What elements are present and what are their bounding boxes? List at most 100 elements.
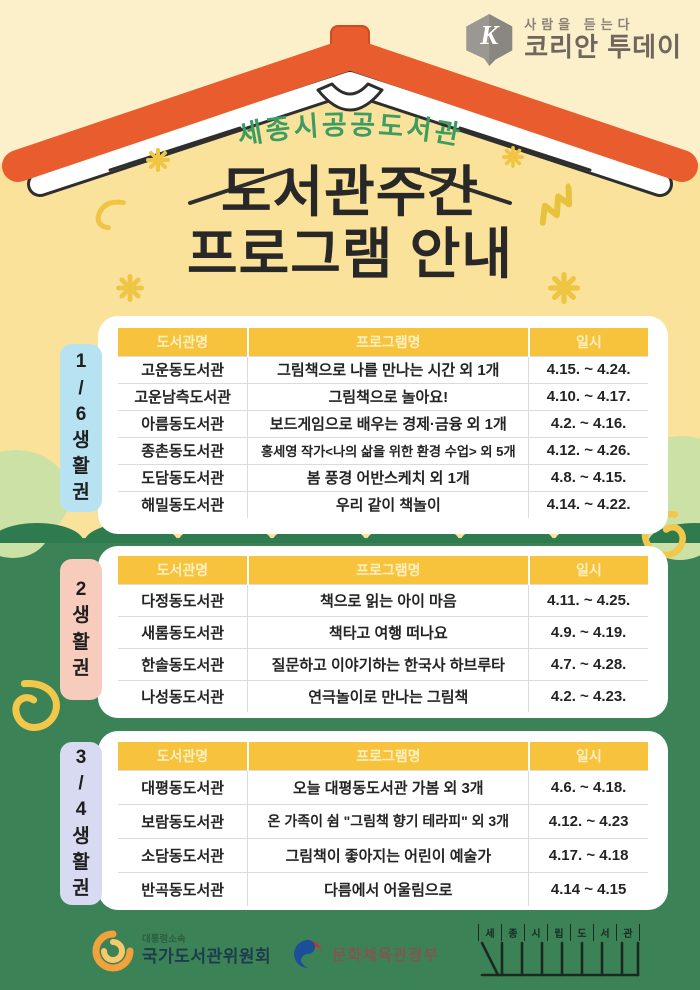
program-date: 4.7. ~ 4.28. (528, 647, 648, 680)
program-date: 4.2. ~ 4.16. (528, 409, 648, 437)
col-header-library: 도서관명 (118, 556, 248, 584)
program-name: 다름에서 어울림으로 (247, 871, 529, 906)
taegeuk-icon (294, 940, 322, 968)
korean-today-brand: K 사람을 듣는다 코리안 투데이 (464, 14, 682, 66)
org3-char: 종 (501, 924, 524, 941)
program-name: 우리 같이 책놀이 (247, 490, 529, 518)
table-row: 한솔동도서관 질문하고 이야기하는 한국사 하브루타 4.7. ~ 4.28. (118, 647, 648, 680)
zone-tab-char: 생 (72, 825, 90, 847)
library-name: 해밀동도서관 (118, 490, 248, 518)
table-row: 고운남측도서관 그림책으로 놀아요! 4.10. ~ 4.17. (118, 382, 648, 410)
program-date: 4.12. ~ 4.23 (528, 803, 648, 838)
table-row: 고운동도서관 그림책으로 나를 만나는 시간 외 1개 4.15. ~ 4.24… (118, 355, 648, 383)
brand-name: 코리안 투데이 (524, 31, 682, 62)
zone-tab-1-6: 1 / 6 생 활 권 (60, 344, 102, 512)
program-date: 4.8. ~ 4.15. (528, 463, 648, 491)
sejong-library-lettering: 세 종 시 립 도 서 관 (478, 924, 640, 941)
col-header-date: 일시 (527, 742, 648, 770)
table-row: 보람동도서관 온 가족이 쉼 "그림책 향기 테라피" 외 3개 4.12. ~… (118, 803, 648, 838)
zone-tab-char: 6 (75, 403, 87, 425)
table-header-row: 도서관명 프로그램명 일시 (118, 328, 648, 356)
zone-2-program-table: 도서관명 프로그램명 일시 다정동도서관 책으로 읽는 아이 마음 4.11. … (118, 556, 648, 712)
library-name: 대평동도서관 (118, 769, 248, 804)
zone-tab-2: 2 생 활 권 (60, 559, 102, 700)
org1-name: 국가도서관위원회 (142, 947, 272, 967)
brand-tagline: 사람을 듣는다 (524, 16, 635, 32)
zone-tab-char: 권 (72, 877, 90, 899)
col-header-date: 일시 (527, 328, 648, 356)
library-name: 고운동도서관 (118, 355, 248, 383)
program-name: 그림책이 좋아지는 어린이 예술가 (247, 837, 529, 872)
zone-tab-3-4: 3 / 4 생 활 권 (60, 742, 102, 905)
zone-tab-char: 1 (75, 351, 87, 373)
zone-tab-char: 권 (72, 482, 90, 504)
library-name: 고운남측도서관 (118, 382, 248, 410)
program-date: 4.11. ~ 4.25. (528, 583, 648, 616)
program-date: 4.14 ~ 4.15 (528, 871, 648, 906)
library-name: 아름동도서관 (118, 409, 248, 437)
col-header-program: 프로그램명 (246, 328, 529, 356)
table-row: 다정동도서관 책으로 읽는 아이 마음 4.11. ~ 4.25. (118, 583, 648, 616)
library-name: 소담동도서관 (118, 837, 248, 872)
zone-tab-char: 활 (72, 631, 90, 653)
library-name: 반곡동도서관 (118, 871, 248, 906)
national-library-committee-logo: 대통령소속 국가도서관위원회 (92, 930, 271, 972)
library-name: 다정동도서관 (118, 583, 248, 616)
program-name: 질문하고 이야기하는 한국사 하브루타 (247, 647, 529, 680)
table-row: 소담동도서관 그림책이 좋아지는 어린이 예술가 4.17. ~ 4.18 (118, 837, 648, 872)
organizer-arc-text: 세종시공공도서관 (235, 110, 462, 151)
ministry-culture-sports-tourism-logo: 문화체육관광부 (292, 938, 439, 970)
program-date: 4.17. ~ 4.18 (528, 837, 648, 872)
table-header-row: 도서관명 프로그램명 일시 (118, 556, 648, 584)
program-date: 4.12. ~ 4.26. (528, 436, 648, 464)
korean-today-logo-icon: K (466, 14, 513, 66)
org3-char: 도 (570, 924, 593, 941)
col-header-program: 프로그램명 (246, 556, 529, 584)
committee-swirl-icon (92, 930, 134, 972)
program-date: 4.10. ~ 4.17. (528, 382, 648, 410)
program-name: 오늘 대평동도서관 가봄 외 3개 (247, 769, 529, 804)
zone-tab-char: 생 (72, 430, 90, 451)
zone-3-4-program-table: 도서관명 프로그램명 일시 대평동도서관 오늘 대평동도서관 가봄 외 3개 4… (118, 742, 648, 906)
program-date: 4.14. ~ 4.22. (528, 490, 648, 518)
program-date: 4.6. ~ 4.18. (528, 769, 648, 804)
col-header-program: 프로그램명 (246, 742, 529, 770)
table-row: 대평동도서관 오늘 대평동도서관 가봄 외 3개 4.6. ~ 4.18. (118, 769, 648, 804)
zone-tab-char: 2 (75, 579, 87, 601)
program-name: 책타고 여행 떠나요 (247, 615, 529, 648)
table-row: 해밀동도서관 우리 같이 책놀이 4.14. ~ 4.22. (118, 490, 648, 518)
zone-2-panel: 도서관명 프로그램명 일시 다정동도서관 책으로 읽는 아이 마음 4.11. … (98, 546, 668, 718)
zone-tab-char: 3 (75, 746, 87, 768)
zone-1-6-panel: 도서관명 프로그램명 일시 고운동도서관 그림책으로 나를 만나는 시간 외 1… (98, 316, 668, 534)
library-name: 나성동도서관 (118, 679, 248, 712)
zone-tab-char: 권 (72, 657, 90, 679)
program-date: 4.9. ~ 4.19. (528, 615, 648, 648)
program-date: 4.2. ~ 4.23. (528, 679, 648, 712)
org3-char: 립 (547, 924, 570, 941)
zone-tab-char: 활 (72, 851, 90, 873)
program-name: 그림책으로 나를 만나는 시간 외 1개 (247, 355, 529, 383)
program-name: 봄 풍경 어반스케치 외 1개 (247, 463, 529, 491)
table-row: 아름동도서관 보드게임으로 배우는 경제·금융 외 1개 4.2. ~ 4.16… (118, 409, 648, 437)
zone-3-4-panel: 도서관명 프로그램명 일시 대평동도서관 오늘 대평동도서관 가봄 외 3개 4… (98, 731, 668, 910)
zone-1-6-program-table: 도서관명 프로그램명 일시 고운동도서관 그림책으로 나를 만나는 시간 외 1… (118, 328, 648, 518)
col-header-library: 도서관명 (118, 742, 248, 770)
library-name: 도담동도서관 (118, 463, 248, 491)
program-name: 책으로 읽는 아이 마음 (247, 583, 529, 616)
col-header-date: 일시 (527, 556, 648, 584)
program-name: 그림책으로 놀아요! (247, 382, 529, 410)
program-name: 보드게임으로 배우는 경제·금융 외 1개 (247, 409, 529, 437)
zone-tab-char: 활 (72, 456, 90, 478)
table-row: 종촌동도서관 홍세영 작가<나의 삶을 위한 환경 수업> 외 5개 4.12.… (118, 436, 648, 464)
org3-char: 시 (524, 924, 547, 941)
table-row: 새롬동도서관 책타고 여행 떠나요 4.9. ~ 4.19. (118, 615, 648, 648)
bookshelf-icon (480, 941, 640, 977)
poster-title-line2: 프로그램 안내 (187, 222, 513, 285)
program-date: 4.15. ~ 4.24. (528, 355, 648, 383)
org3-char: 세 (478, 924, 501, 941)
poster-title: 도서관주간 프로그램 안내 (0, 161, 700, 285)
zone-tab-char: 4 (75, 799, 87, 821)
table-row: 나성동도서관 연극놀이로 만나는 그림책 4.2. ~ 4.23. (118, 679, 648, 712)
poster-title-line1: 도서관주간 (220, 161, 479, 223)
